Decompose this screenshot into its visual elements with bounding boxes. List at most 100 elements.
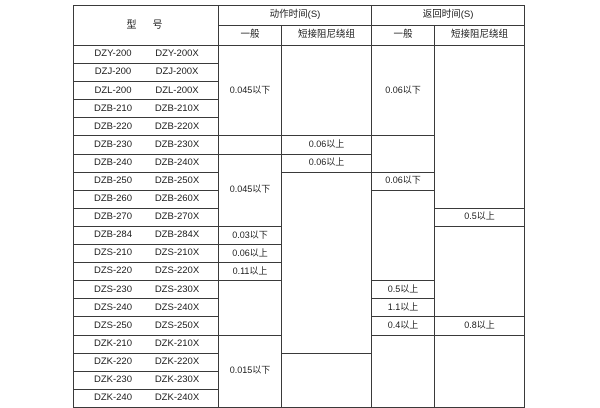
return-time-normal-cell	[371, 189, 436, 282]
action-time-damped-cell: 0.06以上	[280, 135, 373, 155]
model-number-base: DZY-200	[94, 48, 132, 60]
model-number-base: DZS-250	[93, 319, 132, 331]
table-row: DZS-210 DZS-210X 0.06以上	[73, 244, 525, 264]
return-time-normal-cell: 1.1以上	[371, 298, 436, 318]
model-number-base: DZB-240	[93, 156, 132, 168]
model-number-variant: DZB-230X	[154, 138, 200, 150]
action-time-damped-cell	[280, 352, 373, 408]
model-number-cell: DZB-250 DZB-250X	[73, 171, 219, 191]
model-number-base: DZJ-200	[94, 66, 132, 78]
action-time-damped-cell	[280, 44, 373, 137]
header-row-groups: 型 号 动作时间(S) 返回时间(S)	[73, 5, 526, 46]
model-number-cell: DZS-240 DZS-240X	[73, 298, 219, 318]
model-number-base: DZS-240	[93, 301, 132, 313]
table-row: DZB-260 DZB-260X	[73, 189, 525, 282]
return-time-normal-cell: 0.5以上	[371, 280, 436, 300]
return-time-normal-cell: 0.06以下	[371, 44, 436, 137]
model-number-cell: DZS-250 DZS-250X	[73, 316, 219, 336]
table-row: DZB-270 DZB-270X 0.5以上	[73, 207, 526, 227]
model-number-base: DZS-210	[93, 247, 132, 259]
model-number-base: DZS-220	[93, 265, 132, 277]
model-number-variant: DZY-200X	[155, 48, 199, 60]
return-time-damped-cell	[434, 334, 526, 408]
table-header: 型 号 动作时间(S) 返回时间(S) 一般 短接阻尼绕组 一般 短接阻尼绕组	[73, 5, 526, 46]
action-time-damped-cell: 0.06以上	[280, 153, 373, 173]
model-number-variant: DZJ-200X	[155, 66, 199, 78]
action-time-normal-cell: 0.11以上	[218, 262, 282, 282]
header-action-damped: 短接阻尼绕组	[280, 25, 373, 46]
header-row-subcolumns: 一般 短接阻尼绕组 一般 短接阻尼绕组	[74, 25, 526, 46]
model-number-base: DZB-270	[93, 211, 132, 223]
table-row: DZB-250 DZB-250X 0.06以下	[73, 171, 525, 354]
model-number-cell: DZS-230 DZS-230X	[73, 280, 219, 300]
header-model: 型 号	[73, 5, 219, 46]
model-number-cell: DZY-200 DZY-200X	[73, 44, 219, 65]
model-number-base: DZK-210	[93, 337, 132, 349]
table-row: DZJ-200 DZJ-200X	[73, 63, 525, 83]
table-row: DZB-220 DZB-220X	[73, 117, 525, 137]
model-number-variant: DZS-230X	[154, 283, 200, 295]
model-number-cell: DZB-230 DZB-230X	[73, 135, 219, 155]
model-number-variant: DZS-210X	[154, 247, 200, 259]
model-number-variant: DZB-210X	[154, 102, 200, 114]
model-number-variant: DZK-240X	[154, 392, 200, 404]
action-time-normal-cell: 0.045以下	[218, 44, 282, 137]
model-number-base: DZB-230	[93, 138, 132, 150]
model-number-base: DZB-284	[93, 229, 132, 241]
action-time-normal-cell: 0.06以上	[218, 244, 282, 264]
model-number-cell: DZB-284 DZB-284X	[73, 225, 219, 246]
action-time-normal-cell: 0.045以下	[218, 153, 282, 227]
return-time-damped-cell	[434, 45, 526, 209]
header-action-normal: 一般	[218, 25, 282, 46]
relay-timing-specification-table: 型 号 动作时间(S) 返回时间(S) 一般 短接阻尼绕组 一般 短接阻尼绕组 …	[73, 5, 526, 408]
action-time-damped-cell	[280, 171, 373, 354]
header-action-time: 动作时间(S)	[217, 5, 373, 26]
return-time-damped-cell: 0.8以上	[434, 316, 526, 336]
model-number-variant: DZL-200X	[155, 84, 199, 96]
model-number-variant: DZB-284X	[154, 229, 200, 241]
table-row: DZK-220 DZK-220X	[73, 352, 525, 408]
table-row: DZY-200 DZY-200X 0.045以下 0.06以下	[73, 44, 526, 209]
table-row: DZS-240 DZS-240X 1.1以上	[73, 298, 525, 318]
return-time-damped-cell: 0.5以上	[434, 207, 526, 227]
model-number-cell: DZK-240 DZK-240X	[73, 388, 219, 408]
model-number-cell: DZK-230 DZK-230X	[73, 370, 219, 390]
header-return-normal: 一般	[371, 25, 436, 46]
model-number-base: DZK-240	[93, 392, 132, 404]
model-number-variant: DZB-240X	[154, 156, 200, 168]
model-number-base: DZS-230	[93, 283, 132, 295]
model-number-variant: DZS-240X	[154, 301, 200, 313]
model-number-cell: DZB-270 DZB-270X	[73, 207, 219, 227]
model-number-base: DZB-260	[93, 193, 132, 205]
model-number-cell: DZB-240 DZB-240X	[73, 153, 219, 173]
model-number-variant: DZB-270X	[154, 211, 200, 223]
model-number-cell: DZL-200 DZL-200X	[73, 81, 219, 101]
return-time-normal-cell: 0.06以下	[371, 171, 436, 191]
model-number-cell: DZB-210 DZB-210X	[73, 99, 219, 119]
model-number-cell: DZK-220 DZK-220X	[73, 352, 219, 372]
model-number-variant: DZS-220X	[154, 265, 200, 277]
return-time-normal-cell	[371, 334, 436, 408]
table-body: DZY-200 DZY-200X 0.045以下 0.06以下 DZJ-200 DZJ-2…	[73, 44, 526, 408]
action-time-normal-cell	[218, 135, 282, 155]
model-number-base: DZB-220	[93, 120, 132, 132]
model-number-variant: DZK-210X	[154, 337, 200, 349]
model-number-base: DZK-220	[93, 355, 132, 367]
model-number-variant: DZB-250X	[154, 174, 200, 186]
return-time-damped-cell	[434, 225, 526, 318]
model-number-base: DZB-250	[93, 174, 132, 186]
model-number-cell: DZS-220 DZS-220X	[73, 262, 219, 282]
model-number-cell: DZB-260 DZB-260X	[73, 189, 219, 209]
header-return-damped: 短接阻尼绕组	[434, 25, 526, 46]
model-number-base: DZB-210	[93, 102, 132, 114]
table-row: DZB-240 DZB-240X 0.045以下 0.06以上	[73, 153, 525, 227]
return-time-normal-cell: 0.4以上	[371, 316, 436, 336]
table-row: DZS-250 DZS-250X 0.4以上 0.8以上	[73, 316, 526, 336]
model-number-cell: DZJ-200 DZJ-200X	[73, 63, 219, 83]
model-number-base: DZK-230	[93, 374, 132, 386]
model-number-variant: DZS-250X	[154, 319, 200, 331]
model-number-cell: DZK-210 DZK-210X	[73, 334, 219, 354]
header-return-time: 返回时间(S)	[371, 5, 526, 26]
action-time-normal-cell	[218, 280, 282, 336]
